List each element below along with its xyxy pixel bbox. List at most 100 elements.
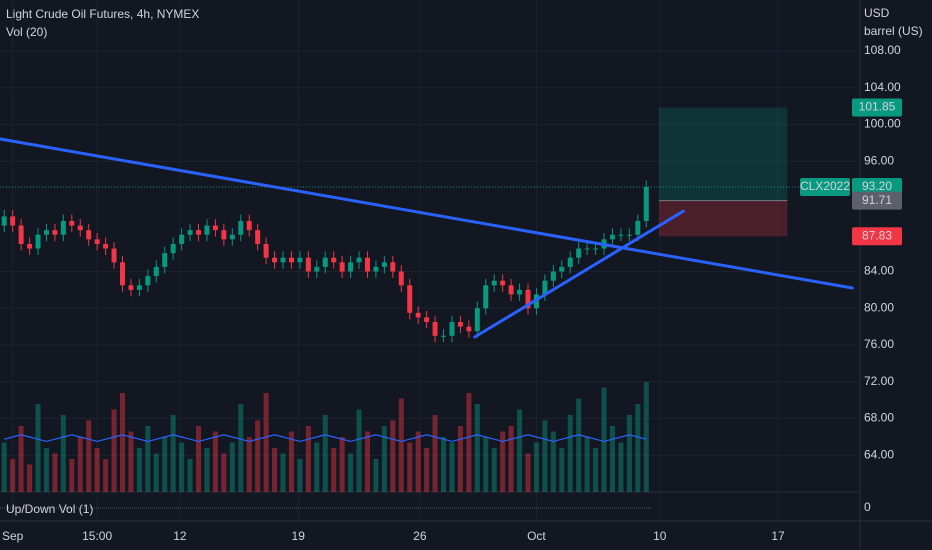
volume-bar: [339, 437, 345, 492]
trend-line: [0, 137, 854, 290]
volume-bar: [500, 431, 506, 492]
volume-bar: [103, 459, 109, 492]
volume-bar: [449, 442, 455, 492]
candle-body: [145, 276, 151, 286]
volume-bar: [491, 448, 497, 492]
volume-bar: [238, 404, 244, 492]
candle-body: [314, 266, 320, 272]
volume-bar: [441, 437, 447, 492]
candle-body: [229, 234, 235, 240]
volume-bar: [153, 453, 159, 492]
candle-body: [390, 262, 396, 272]
candle-body: [593, 248, 599, 250]
volume-bar: [398, 398, 404, 492]
unit: barrel (US): [864, 24, 923, 38]
volume-bar: [373, 459, 379, 492]
candle-body: [567, 257, 573, 267]
candle-body: [542, 280, 548, 295]
candle-body: [263, 243, 269, 258]
volume-bar: [432, 415, 438, 492]
candle-body: [280, 257, 286, 263]
volume-bar: [593, 448, 599, 492]
volume-bar: [288, 431, 294, 492]
volume-bar: [272, 448, 278, 492]
x-tick-label: 15:00: [82, 529, 112, 543]
volume-bar: [263, 393, 269, 492]
price-marker: [852, 191, 902, 210]
candle-body: [246, 220, 252, 231]
candle-body: [356, 257, 362, 263]
volume-bar: [119, 393, 125, 492]
y-tick-label: 72.00: [864, 374, 894, 388]
volume-bar: [626, 415, 632, 492]
candle-body: [491, 280, 497, 286]
candle-body: [322, 257, 328, 267]
candle-body: [331, 257, 337, 263]
volume-bar: [179, 442, 185, 492]
volume-bar: [77, 437, 83, 492]
y-tick-label: 104.00: [864, 80, 901, 94]
candle-body: [500, 280, 506, 286]
candle-body: [508, 285, 514, 295]
volume-bar: [331, 448, 337, 492]
candle-body: [52, 230, 58, 235]
candle-body: [415, 312, 421, 318]
candle-body: [86, 230, 92, 240]
candle-body: [187, 230, 193, 235]
candle-body: [238, 220, 244, 235]
volume-bar: [635, 404, 641, 492]
profit-zone: [658, 107, 788, 201]
volume-bar: [364, 431, 370, 492]
price-marker: [852, 98, 902, 117]
volume-bar: [542, 420, 548, 492]
volume-bar: [187, 459, 193, 492]
candle-body: [136, 285, 142, 290]
volume-bar: [86, 420, 92, 492]
lower-pane-title: Up/Down Vol (1): [6, 502, 93, 516]
candle-body: [432, 322, 438, 336]
price-marker: [852, 177, 902, 196]
volume-bar: [559, 448, 565, 492]
volume-bar: [609, 426, 615, 492]
candle-body: [162, 253, 168, 267]
volume-bar: [204, 448, 210, 492]
candle-body: [27, 243, 33, 249]
volume-bar: [322, 415, 328, 492]
candle-body: [288, 257, 294, 263]
chart-title: Light Crude Oil Futures, 4h, NYMEX: [6, 7, 199, 21]
y-tick-label: 76.00: [864, 337, 894, 351]
y-tick-label: 64.00: [864, 447, 894, 461]
volume-ma: [4, 434, 647, 443]
price-marker-label: 91.71: [862, 193, 892, 207]
candle-body: [339, 262, 345, 272]
candle-body: [373, 266, 379, 272]
y-tick-label: 100.00: [864, 117, 901, 131]
candle-body: [43, 230, 49, 235]
candle-body: [618, 234, 624, 236]
candle-body: [153, 266, 159, 277]
volume-bar: [381, 426, 387, 492]
volume-bar: [52, 453, 58, 492]
volume-bar: [162, 437, 168, 492]
volume-bar: [407, 442, 413, 492]
y-tick-label: 108.00: [864, 43, 901, 57]
candle-body: [179, 234, 185, 244]
candle-body: [424, 317, 430, 323]
candle-body: [111, 248, 117, 263]
candle-body: [69, 220, 75, 226]
candle-body: [626, 234, 632, 236]
candle-body: [255, 230, 261, 244]
candle-body: [128, 285, 134, 290]
volume-bar: [229, 442, 235, 492]
y-tick-label: 80.00: [864, 300, 894, 314]
x-tick-label: 12: [173, 529, 187, 543]
candle-body: [272, 257, 278, 263]
volume-bar: [474, 404, 480, 492]
volume-bar: [128, 431, 134, 492]
candle-body: [297, 257, 303, 263]
volume-bar: [314, 442, 320, 492]
volume-bar: [390, 420, 396, 492]
volume-bar: [356, 409, 362, 492]
volume-bar: [567, 415, 573, 492]
candle-body: [517, 289, 523, 295]
